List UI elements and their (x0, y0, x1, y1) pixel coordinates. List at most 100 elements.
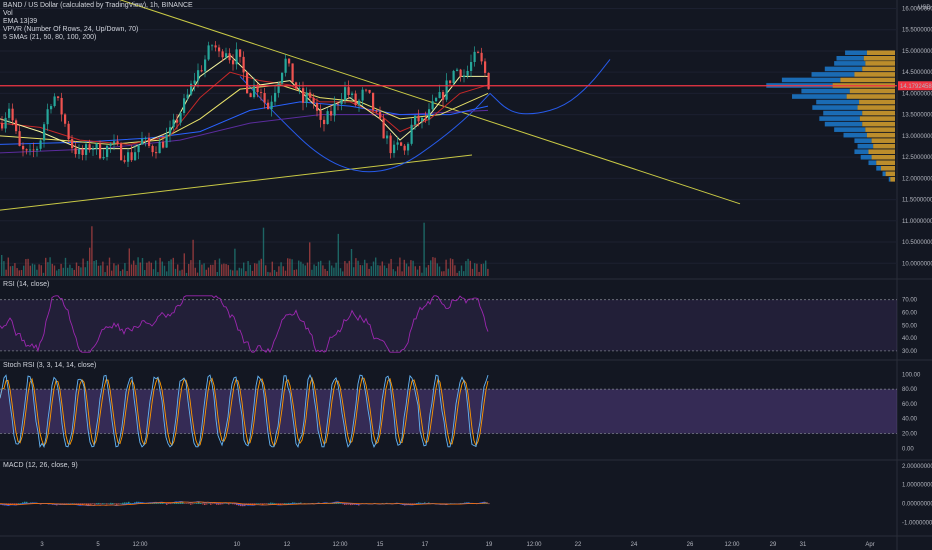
volume-bar (394, 271, 397, 276)
macd-histogram-bar (352, 503, 354, 505)
macd-histogram-bar (198, 502, 200, 504)
volume-bar (3, 261, 5, 276)
volume-bar (157, 272, 159, 276)
volume-bar (317, 261, 320, 276)
volume-profile-up-bar (792, 94, 847, 99)
stoch-rsi-legend[interactable]: Stoch RSI (3, 3, 14, 14, close) (3, 362, 97, 369)
candle-body (106, 145, 109, 158)
volume-bar (82, 258, 84, 276)
macd-histogram-bar (202, 503, 204, 505)
candle-body (109, 143, 112, 146)
time-axis-label: 24 (631, 542, 638, 548)
candle-body (165, 134, 168, 148)
volume-bar (414, 266, 416, 276)
macd-histogram-bar (292, 502, 294, 504)
candle-body (480, 52, 483, 62)
candle-body (309, 92, 312, 98)
volume-bar (405, 263, 408, 276)
candle-body (326, 111, 329, 125)
volume-bar (23, 265, 25, 276)
candle-body (8, 108, 11, 118)
volume-profile-down-bar (846, 94, 895, 99)
volume-bar (399, 257, 401, 276)
volume-bar (434, 257, 436, 276)
time-axis-label: 3 (40, 542, 44, 548)
volume-bar (346, 263, 348, 276)
volume-bar (227, 265, 229, 276)
candle-body (1, 123, 4, 129)
volume-bar (410, 260, 412, 276)
rsi-legend[interactable]: RSI (14, close) (3, 281, 50, 288)
volume-bar (194, 267, 196, 276)
candle-body (281, 72, 284, 84)
indicator-label-vpvr[interactable]: VPVR (Number Of Rows, 24, Up/Down, 70) (3, 26, 139, 33)
volume-bar (265, 265, 267, 276)
time-axis-label: 31 (800, 542, 807, 548)
candle-body (113, 141, 116, 144)
volume-bar (240, 268, 243, 276)
candle-body (60, 97, 63, 115)
volume-bar (449, 258, 452, 276)
macd-tick-label: -1.00000000 (902, 520, 932, 526)
volume-bar (166, 271, 168, 276)
time-axis-label: 12:00 (526, 542, 542, 548)
macd-histogram-bar (212, 503, 214, 505)
volume-bar (47, 262, 49, 276)
macd-histogram-bar (192, 503, 194, 505)
volume-bar (243, 262, 245, 276)
indicator-label-ema[interactable]: EMA 13|39 (3, 18, 38, 25)
volume-profile-up-bar (819, 116, 860, 121)
candle-body (319, 110, 322, 120)
candle-body (148, 137, 151, 146)
volume-bar (104, 272, 106, 276)
macd-histogram-bar (178, 502, 180, 504)
candle-body (225, 53, 228, 58)
volume-bar (86, 260, 89, 276)
indicator-label-sma[interactable]: 5 SMAs (21, 50, 80, 100, 200) (3, 34, 97, 41)
macd-histogram-bar (74, 503, 76, 505)
volume-bar (416, 269, 419, 276)
volume-profile-up-bar (823, 110, 863, 116)
candle-body (263, 92, 266, 103)
volume-bar (78, 265, 80, 276)
volume-bar (40, 265, 42, 276)
candle-body (235, 49, 238, 65)
indicator-label-volume[interactable]: Vol (3, 10, 13, 17)
candle-body (64, 114, 67, 124)
volume-bar (42, 272, 45, 276)
candle-body (407, 143, 410, 151)
candle-body (232, 60, 235, 65)
candle-body (32, 149, 35, 151)
macd-histogram-bar (126, 502, 128, 504)
volume-bar (20, 270, 23, 276)
volume-profile-down-bar (857, 105, 895, 110)
volume-bar (432, 257, 434, 276)
macd-histogram-bar (20, 503, 22, 504)
candle-body (25, 149, 28, 151)
volume-profile-down-bar (876, 160, 895, 166)
candle-body (137, 144, 140, 153)
candle-body (95, 143, 98, 149)
volume-bar (115, 265, 117, 276)
volume-profile-up-bar (860, 154, 872, 160)
volume-bar (267, 271, 269, 276)
candle-body (267, 102, 270, 110)
volume-bar (269, 272, 271, 276)
macd-tick-label: 2.00000000 (902, 464, 932, 470)
volume-bar (148, 261, 150, 276)
price-tick-label: 13.50000000 (902, 113, 932, 119)
macd-histogram-bar (282, 503, 284, 505)
current-price-tag (898, 81, 932, 91)
volume-profile-up-bar (834, 127, 866, 132)
volume-bar (247, 261, 249, 276)
candle-body (249, 93, 252, 98)
macd-histogram-bar (118, 503, 120, 505)
macd-legend[interactable]: MACD (12, 26, close, 9) (3, 462, 78, 469)
descending-trendline (119, 0, 741, 205)
macd-signal-line (0, 501, 489, 506)
volume-profile-down-bar (862, 110, 895, 116)
volume-bar (196, 272, 199, 276)
volume-profile-up-bar (854, 149, 869, 155)
volume-bar (452, 259, 454, 276)
